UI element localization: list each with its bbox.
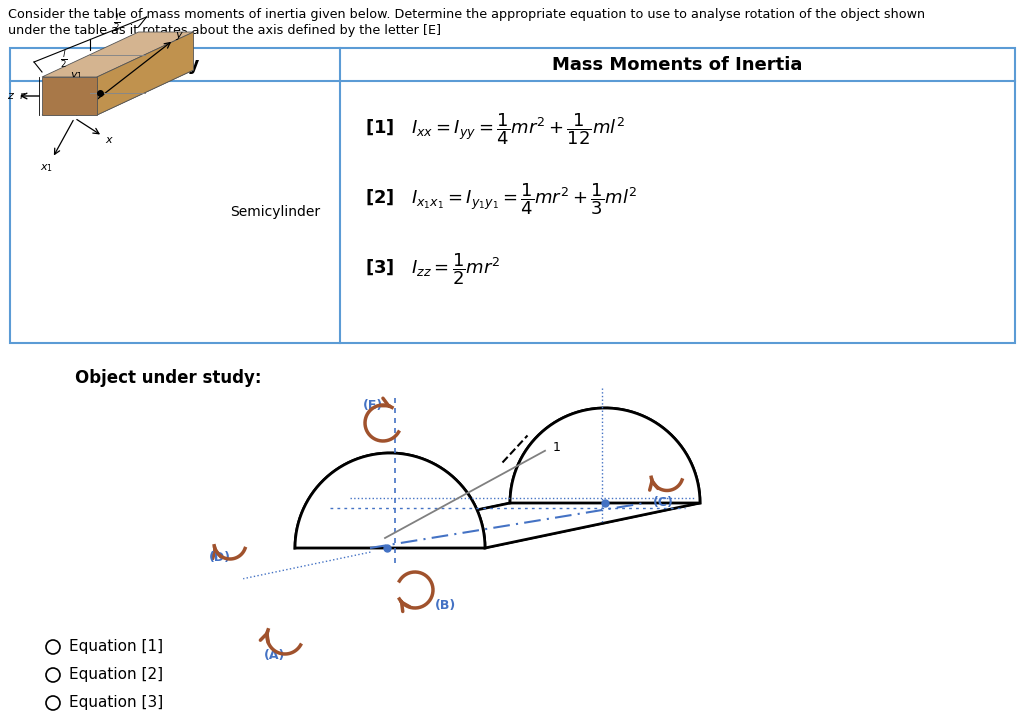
Text: under the table as it rotates about the axis defined by the letter [E]: under the table as it rotates about the …: [8, 24, 441, 37]
Text: $\mathbf{[2]}$   $I_{x_1x_1} = I_{y_1y_1} = \dfrac{1}{4}mr^2 + \dfrac{1}{3}ml^2$: $\mathbf{[2]}$ $I_{x_1x_1} = I_{y_1y_1} …: [365, 181, 637, 217]
Text: 1: 1: [553, 441, 561, 454]
Text: (D): (D): [209, 552, 231, 564]
Text: Consider the table of mass moments of inertia given below. Determine the appropr: Consider the table of mass moments of in…: [8, 8, 925, 21]
Text: y: y: [175, 30, 182, 40]
Text: Equation [2]: Equation [2]: [69, 667, 163, 683]
Text: z: z: [7, 91, 13, 101]
Bar: [10, 48, 1015, 343]
Text: Mass Moments of Inertia: Mass Moments of Inertia: [552, 55, 803, 73]
Text: $\mathbf{[3]}$   $I_{zz} = \dfrac{1}{2}mr^2$: $\mathbf{[3]}$ $I_{zz} = \dfrac{1}{2}mr^…: [365, 251, 501, 287]
Text: (A): (A): [264, 649, 286, 662]
Text: $\frac{l}{2}$: $\frac{l}{2}$: [60, 48, 68, 70]
Polygon shape: [510, 408, 700, 503]
Text: $\mathbf{[1]}$   $I_{xx} = I_{yy} = \dfrac{1}{4}mr^2 + \dfrac{1}{12}ml^2$: $\mathbf{[1]}$ $I_{xx} = I_{yy} = \dfrac…: [365, 111, 625, 147]
Polygon shape: [295, 503, 700, 548]
Text: (C): (C): [652, 496, 674, 509]
Text: r: r: [19, 91, 25, 101]
Text: (B): (B): [435, 600, 457, 613]
Polygon shape: [42, 70, 194, 115]
Text: $y_1$: $y_1$: [70, 70, 83, 82]
Polygon shape: [42, 32, 194, 77]
Text: G: G: [88, 81, 97, 91]
Text: x: x: [105, 135, 112, 145]
Polygon shape: [295, 408, 700, 548]
Polygon shape: [97, 32, 194, 115]
Text: (E): (E): [362, 398, 383, 412]
Text: Semicylinder: Semicylinder: [229, 205, 319, 219]
Polygon shape: [42, 77, 97, 115]
Text: Object under study:: Object under study:: [75, 369, 261, 387]
Text: Equation [3]: Equation [3]: [69, 696, 163, 711]
Text: $x_1$: $x_1$: [40, 162, 53, 174]
Text: $\frac{l}{2}$: $\frac{l}{2}$: [113, 12, 120, 32]
Text: Body: Body: [150, 55, 200, 73]
Polygon shape: [295, 453, 485, 548]
Text: Equation [1]: Equation [1]: [69, 639, 163, 654]
